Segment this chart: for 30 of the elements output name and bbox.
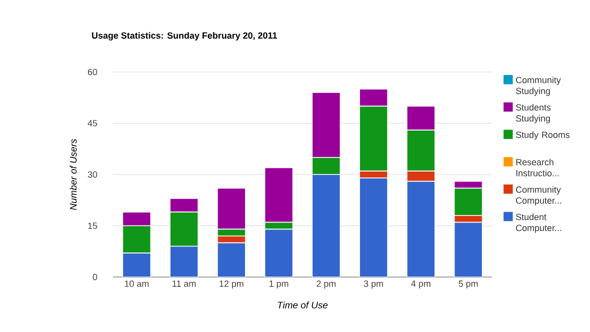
x-tick-label: 10 am [124,280,149,287]
legend-label: Study Rooms [516,131,570,140]
x-tick-label: 1 pm [270,280,288,289]
x-tick-label: 3 pm [364,280,383,289]
bar [122,252,152,277]
bar [217,242,246,277]
x-axis-title: Time of Use [278,301,328,308]
bar [312,174,341,277]
legend-label: Student Computer... [516,214,562,233]
bar [170,246,198,277]
x-tick-label: 4 pm [411,280,430,289]
bar [406,180,436,277]
bar [454,222,483,277]
legend-label: Students Studying [516,104,551,124]
legend-label: Community Computer... [516,186,562,206]
y-tick-label: 45 [88,120,98,126]
x-tick-label: 2 pm [316,280,336,289]
y-tick-label: 60 [88,68,98,76]
chart-title: Usage Statistics: Sunday February 20, 2011 [92,32,277,41]
y-tick-label: 15 [88,222,98,229]
bar [359,178,388,277]
x-tick-label: 5 pm [458,280,478,289]
y-tick-label: 0 [92,274,98,280]
x-tick-label: 11 am [172,280,196,287]
legend-label: Community Studying [516,76,561,96]
y-axis-title: Number of Users [70,138,77,210]
bar [264,228,294,277]
x-tick-label: 12 pm [220,280,244,289]
legend-label: Research Instructio... [516,158,559,176]
y-tick-label: 30 [88,171,98,178]
